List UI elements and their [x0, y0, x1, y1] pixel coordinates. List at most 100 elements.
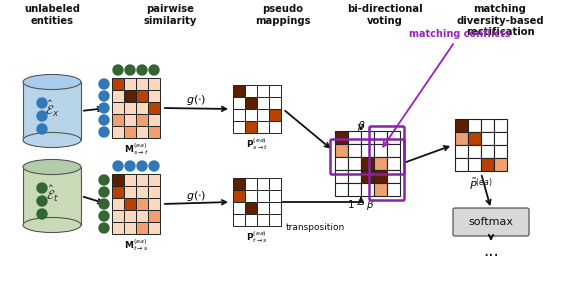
- Circle shape: [99, 211, 109, 221]
- Bar: [124, 186, 136, 198]
- Text: unlabeled
entities: unlabeled entities: [24, 4, 80, 25]
- Circle shape: [99, 103, 109, 113]
- Bar: [257, 109, 269, 121]
- Text: $g(\cdot)$: $g(\cdot)$: [186, 93, 207, 107]
- Bar: [361, 144, 374, 157]
- Text: matching
diversity-based
rectification: matching diversity-based rectification: [456, 4, 544, 37]
- Circle shape: [149, 65, 159, 75]
- Bar: [257, 202, 269, 214]
- Text: $\hat{\mathcal{E}}_t$: $\hat{\mathcal{E}}_t$: [46, 184, 58, 204]
- Bar: [335, 183, 348, 196]
- Bar: [124, 210, 136, 222]
- Text: transposition: transposition: [286, 223, 345, 232]
- Bar: [245, 85, 257, 97]
- Bar: [481, 132, 494, 145]
- Circle shape: [149, 161, 159, 171]
- Bar: [23, 167, 81, 225]
- Bar: [233, 121, 245, 133]
- Bar: [348, 157, 361, 170]
- Bar: [335, 157, 348, 170]
- Circle shape: [125, 65, 135, 75]
- Bar: [124, 102, 136, 114]
- Circle shape: [137, 65, 147, 75]
- Bar: [136, 222, 148, 234]
- Bar: [233, 214, 245, 226]
- Bar: [112, 126, 124, 138]
- Bar: [148, 198, 160, 210]
- Text: ...: ...: [483, 242, 499, 260]
- FancyBboxPatch shape: [453, 208, 529, 236]
- Bar: [455, 119, 468, 132]
- Text: pairwise
similarity: pairwise similarity: [143, 4, 196, 25]
- Text: bi-directional
voting: bi-directional voting: [347, 4, 423, 25]
- Bar: [468, 158, 481, 171]
- Bar: [233, 85, 245, 97]
- Bar: [468, 132, 481, 145]
- Bar: [112, 90, 124, 102]
- Circle shape: [125, 161, 135, 171]
- Bar: [269, 214, 281, 226]
- Bar: [136, 90, 148, 102]
- Bar: [136, 126, 148, 138]
- Bar: [148, 222, 160, 234]
- Bar: [348, 131, 361, 144]
- Bar: [245, 121, 257, 133]
- Bar: [124, 114, 136, 126]
- Bar: [112, 78, 124, 90]
- Bar: [387, 144, 400, 157]
- Bar: [361, 131, 374, 144]
- Circle shape: [99, 79, 109, 89]
- Bar: [257, 121, 269, 133]
- Circle shape: [137, 161, 147, 171]
- Bar: [124, 174, 136, 186]
- Bar: [257, 85, 269, 97]
- Bar: [335, 131, 348, 144]
- Circle shape: [37, 124, 47, 134]
- Bar: [269, 121, 281, 133]
- Bar: [136, 210, 148, 222]
- Bar: [233, 97, 245, 109]
- Ellipse shape: [23, 218, 81, 233]
- Bar: [387, 157, 400, 170]
- Bar: [112, 186, 124, 198]
- Bar: [233, 109, 245, 121]
- Bar: [124, 90, 136, 102]
- Bar: [494, 158, 507, 171]
- Bar: [245, 97, 257, 109]
- Bar: [348, 183, 361, 196]
- Bar: [374, 157, 387, 170]
- Bar: [148, 102, 160, 114]
- Bar: [468, 145, 481, 158]
- Bar: [148, 126, 160, 138]
- Bar: [257, 97, 269, 109]
- Circle shape: [37, 196, 47, 206]
- Bar: [374, 183, 387, 196]
- Circle shape: [37, 209, 47, 219]
- Circle shape: [99, 127, 109, 137]
- Bar: [112, 198, 124, 210]
- Bar: [112, 222, 124, 234]
- Text: matching conflicts: matching conflicts: [383, 29, 511, 147]
- Ellipse shape: [23, 75, 81, 89]
- Text: $\beta$: $\beta$: [357, 119, 365, 133]
- Bar: [455, 158, 468, 171]
- Bar: [245, 214, 257, 226]
- Bar: [348, 170, 361, 183]
- Bar: [455, 145, 468, 158]
- Bar: [374, 144, 387, 157]
- Circle shape: [37, 183, 47, 193]
- Bar: [387, 183, 400, 196]
- Bar: [348, 144, 361, 157]
- Text: $\mathbf{M}_{t\to s}^{(ea)}$: $\mathbf{M}_{t\to s}^{(ea)}$: [124, 237, 148, 253]
- Bar: [361, 183, 374, 196]
- Circle shape: [113, 65, 123, 75]
- Circle shape: [99, 199, 109, 209]
- Bar: [374, 170, 387, 183]
- Text: softmax: softmax: [468, 217, 513, 227]
- Bar: [112, 102, 124, 114]
- Circle shape: [99, 91, 109, 101]
- Bar: [245, 178, 257, 190]
- Bar: [148, 174, 160, 186]
- Bar: [494, 119, 507, 132]
- Text: $\mathbf{P}_{t\to s}^{(ea)}$: $\mathbf{P}_{t\to s}^{(ea)}$: [246, 229, 268, 245]
